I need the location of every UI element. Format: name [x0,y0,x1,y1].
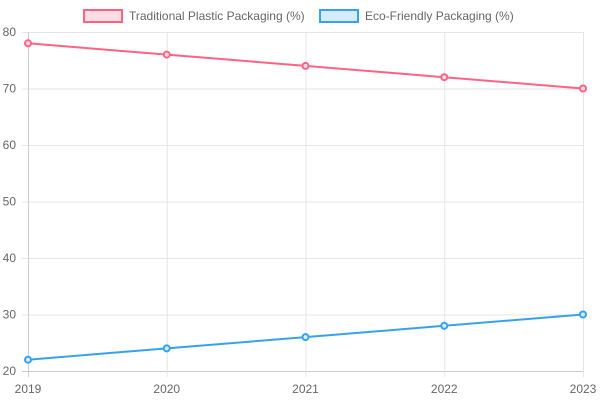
data-point [579,84,587,93]
data-point [440,321,449,330]
data-point [24,355,32,364]
x-tick-label: 2020 [153,382,180,396]
data-point [24,39,32,48]
y-tick-label: 40 [3,251,17,265]
y-tick-label: 80 [3,25,17,39]
legend: Traditional Plastic Packaging (%) Eco-Fr… [83,9,514,23]
x-tick-label: 2023 [570,382,597,396]
y-tick-label: 30 [3,308,17,322]
x-tick-label: 2021 [292,382,319,396]
axis-labels: 20 30 40 50 60 70 80 2019 2020 2021 2022 2023 [3,25,597,396]
data-point [162,344,171,353]
y-tick-label: 60 [3,138,17,152]
data-point [440,73,449,82]
data-point [579,310,587,319]
legend-label-eco[interactable]: Eco-Friendly Packaging (%) [365,9,514,23]
y-tick-label: 20 [3,364,17,378]
x-tick-label: 2019 [15,382,42,396]
x-tick-label: 2022 [431,382,458,396]
data-point [162,50,171,59]
y-tick-label: 70 [3,82,17,96]
series-group [24,39,587,364]
data-point [301,333,310,342]
legend-label-traditional[interactable]: Traditional Plastic Packaging (%) [129,9,305,23]
data-point [301,61,310,70]
grid [22,32,584,377]
legend-swatch-eco[interactable] [319,9,359,23]
legend-swatch-traditional[interactable] [83,9,123,23]
y-tick-label: 50 [3,195,17,209]
